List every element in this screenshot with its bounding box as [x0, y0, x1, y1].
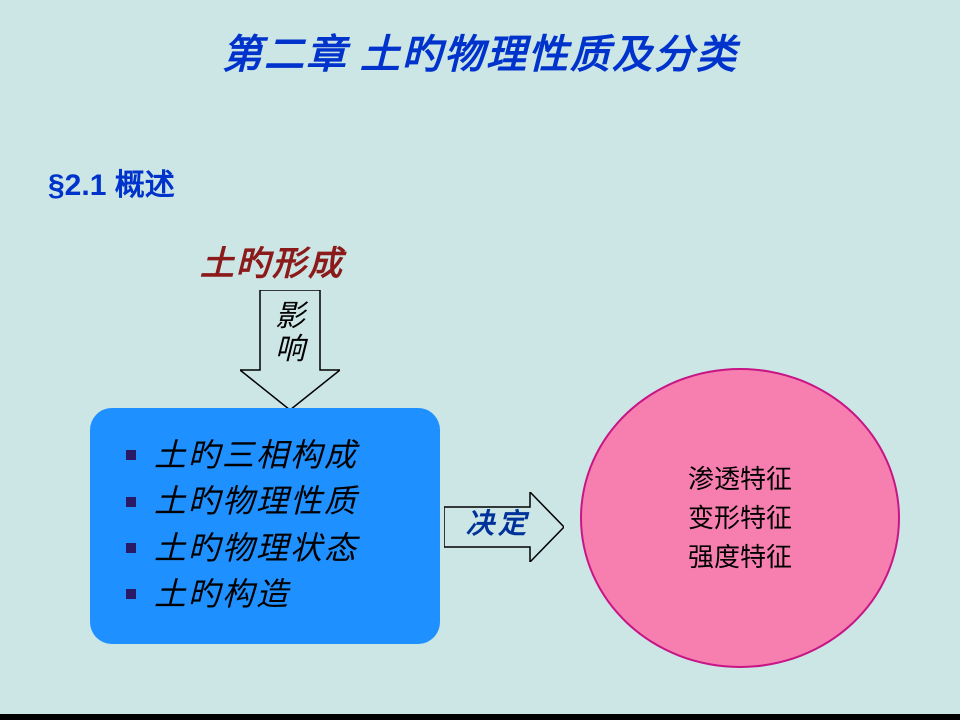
- list-item: 土旳构造: [120, 571, 422, 617]
- char-line: 变形特征: [688, 499, 792, 538]
- influence-char-1: 影: [240, 300, 340, 333]
- properties-box: 土旳三相构成 土旳物理性质 土旳物理状态 土旳构造: [90, 408, 440, 644]
- section-heading: §2.1 概述: [48, 160, 175, 204]
- slide: 第二章 土旳物理性质及分类 §2.1 概述 土旳形成 影 响 土旳三相构成 土旳…: [0, 0, 960, 720]
- list-item: 土旳三相构成: [120, 432, 422, 478]
- characteristics-ellipse: 渗透特征 变形特征 强度特征: [580, 368, 900, 668]
- list-item: 土旳物理性质: [120, 478, 422, 524]
- formation-label: 土旳形成: [200, 236, 344, 285]
- chapter-title: 第二章 土旳物理性质及分类: [0, 22, 960, 80]
- influence-label: 影 响: [240, 300, 340, 366]
- char-line: 渗透特征: [688, 460, 792, 499]
- properties-list: 土旳三相构成 土旳物理性质 土旳物理状态 土旳构造: [120, 432, 422, 618]
- char-line: 强度特征: [688, 538, 792, 577]
- influence-char-2: 响: [240, 333, 340, 366]
- characteristics-text: 渗透特征 变形特征 强度特征: [688, 460, 792, 577]
- list-item: 土旳物理状态: [120, 525, 422, 571]
- decide-label: 决定: [466, 502, 530, 542]
- bottom-bar: [0, 714, 960, 720]
- influence-arrow: 影 响: [240, 290, 340, 410]
